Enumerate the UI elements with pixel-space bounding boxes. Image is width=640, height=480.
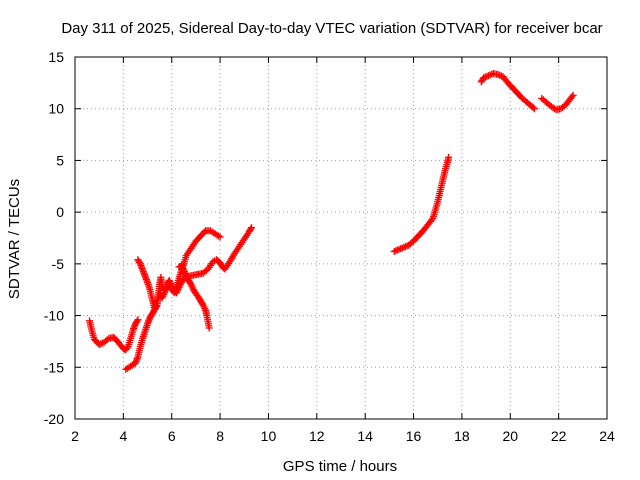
- data-point: [486, 71, 494, 79]
- data-point: [392, 247, 400, 255]
- plot-frame: [74, 56, 608, 420]
- y-axis-label: SDTVAR / TECUs: [6, 179, 23, 299]
- data-point: [494, 71, 502, 79]
- x-tick-label: 24: [599, 428, 615, 444]
- data-markers: [86, 70, 577, 373]
- x-tick-label: 8: [216, 428, 224, 444]
- data-point: [496, 71, 504, 79]
- data-point: [390, 247, 398, 255]
- y-tick-label: 15: [48, 49, 64, 65]
- chart-title: Day 311 of 2025, Sidereal Day-to-day VTE…: [61, 20, 602, 37]
- y-tick-label: -5: [52, 256, 65, 272]
- data-point: [401, 243, 409, 251]
- data-point: [569, 91, 577, 99]
- grid: [75, 57, 607, 419]
- data-point: [247, 225, 255, 233]
- data-point: [198, 300, 206, 308]
- data-point: [133, 317, 141, 325]
- y-tick-label: 0: [56, 204, 64, 220]
- data-point: [445, 153, 453, 161]
- data-point: [485, 72, 493, 80]
- x-tick-label: 2: [71, 428, 79, 444]
- x-tick-label: 16: [406, 428, 422, 444]
- x-tick-label: 10: [261, 428, 277, 444]
- x-tick-label: 22: [551, 428, 567, 444]
- data-point: [97, 340, 105, 348]
- data-point: [400, 243, 408, 251]
- data-point: [481, 73, 489, 81]
- data-point: [248, 224, 256, 232]
- x-tick-label: 4: [119, 428, 127, 444]
- data-point: [186, 279, 194, 287]
- y-tick-label: -15: [44, 359, 64, 375]
- data-point: [530, 105, 538, 113]
- data-point: [480, 74, 488, 82]
- data-point: [123, 344, 131, 352]
- data-point: [428, 216, 436, 224]
- data-point: [395, 245, 403, 253]
- data-point: [393, 246, 401, 254]
- x-axis-label: GPS time / hours: [283, 458, 397, 475]
- x-tick-label: 12: [309, 428, 325, 444]
- data-point: [483, 72, 491, 80]
- y-tick-label: 5: [56, 152, 64, 168]
- data-point: [95, 341, 103, 349]
- x-tick-label: 14: [357, 428, 373, 444]
- x-tick-label: 20: [502, 428, 518, 444]
- data-point: [398, 244, 406, 252]
- data-point: [216, 233, 224, 241]
- ticks: [74, 56, 608, 420]
- data-point: [205, 324, 213, 332]
- data-point: [529, 104, 537, 112]
- data-point: [134, 316, 142, 324]
- y-tick-label: -10: [44, 308, 64, 324]
- data-point: [397, 245, 405, 253]
- data-point: [568, 93, 576, 101]
- x-tick-label: 18: [454, 428, 470, 444]
- x-tick-label: 6: [168, 428, 176, 444]
- data-point: [214, 232, 222, 240]
- y-tick-label: 10: [48, 101, 64, 117]
- y-tick-label: -20: [44, 411, 64, 427]
